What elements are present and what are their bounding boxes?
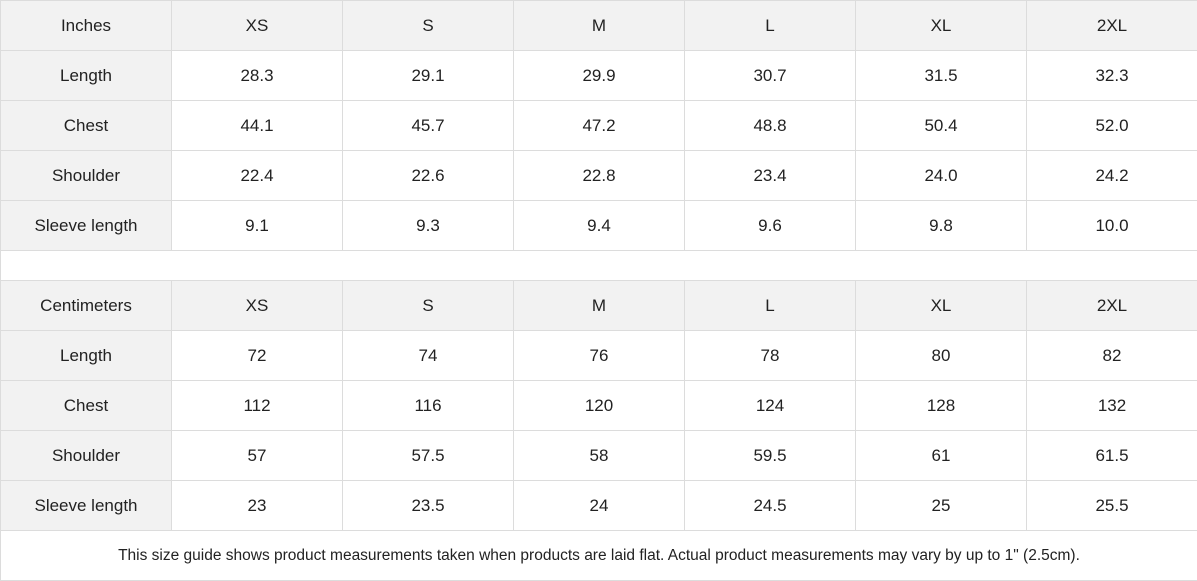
measurement-value: 61	[856, 431, 1027, 481]
measurement-value: 72	[172, 331, 343, 381]
measurement-value: 58	[514, 431, 685, 481]
measurement-label: Chest	[1, 101, 172, 151]
measurement-value: 45.7	[343, 101, 514, 151]
measurement-value: 9.3	[343, 201, 514, 251]
size-header: M	[514, 1, 685, 51]
measurement-value: 9.1	[172, 201, 343, 251]
measurement-value: 128	[856, 381, 1027, 431]
unit-header: Centimeters	[1, 281, 172, 331]
measurement-value: 74	[343, 331, 514, 381]
measurement-value: 57	[172, 431, 343, 481]
measurement-label: Chest	[1, 381, 172, 431]
measurement-value: 23.4	[685, 151, 856, 201]
measurement-value: 22.6	[343, 151, 514, 201]
measurement-value: 120	[514, 381, 685, 431]
measurement-value: 24	[514, 481, 685, 531]
measurement-value: 10.0	[1027, 201, 1197, 251]
measurement-label: Sleeve length	[1, 201, 172, 251]
measurement-value: 30.7	[685, 51, 856, 101]
measurement-value: 29.1	[343, 51, 514, 101]
measurement-label: Length	[1, 51, 172, 101]
measurement-value: 22.4	[172, 151, 343, 201]
measurement-value: 112	[172, 381, 343, 431]
unit-header: Inches	[1, 1, 172, 51]
measurement-value: 24.0	[856, 151, 1027, 201]
measurement-value: 132	[1027, 381, 1197, 431]
measurement-value: 22.8	[514, 151, 685, 201]
measurement-value: 47.2	[514, 101, 685, 151]
measurement-value: 29.9	[514, 51, 685, 101]
size-header: M	[514, 281, 685, 331]
measurement-value: 24.2	[1027, 151, 1197, 201]
size-header: XS	[172, 281, 343, 331]
measurement-value: 116	[343, 381, 514, 431]
measurement-value: 25	[856, 481, 1027, 531]
spacer-cell	[1, 251, 1197, 281]
size-header: XL	[856, 281, 1027, 331]
measurement-value: 9.4	[514, 201, 685, 251]
spacer-row	[1, 251, 1197, 281]
measurement-value: 23	[172, 481, 343, 531]
measurement-value: 61.5	[1027, 431, 1197, 481]
measurement-value: 23.5	[343, 481, 514, 531]
measurement-value: 44.1	[172, 101, 343, 151]
measurement-value: 28.3	[172, 51, 343, 101]
measurement-value: 31.5	[856, 51, 1027, 101]
measurement-value: 82	[1027, 331, 1197, 381]
size-header: L	[685, 1, 856, 51]
measurement-value: 80	[856, 331, 1027, 381]
size-header: 2XL	[1027, 281, 1197, 331]
measurement-value: 59.5	[685, 431, 856, 481]
measurement-label: Sleeve length	[1, 481, 172, 531]
measurement-value: 57.5	[343, 431, 514, 481]
measurement-label: Shoulder	[1, 151, 172, 201]
measurement-value: 25.5	[1027, 481, 1197, 531]
measurement-value: 124	[685, 381, 856, 431]
measurement-value: 9.6	[685, 201, 856, 251]
measurement-value: 76	[514, 331, 685, 381]
measurement-label: Shoulder	[1, 431, 172, 481]
size-header: XL	[856, 1, 1027, 51]
measurement-value: 48.8	[685, 101, 856, 151]
size-header: 2XL	[1027, 1, 1197, 51]
measurement-value: 50.4	[856, 101, 1027, 151]
measurement-value: 78	[685, 331, 856, 381]
size-header: L	[685, 281, 856, 331]
size-header: S	[343, 1, 514, 51]
measurement-label: Length	[1, 331, 172, 381]
footnote-row: This size guide shows product measuremen…	[1, 531, 1197, 581]
measurement-value: 9.8	[856, 201, 1027, 251]
measurement-value: 52.0	[1027, 101, 1197, 151]
footnote: This size guide shows product measuremen…	[1, 531, 1197, 581]
size-header: S	[343, 281, 514, 331]
measurement-value: 32.3	[1027, 51, 1197, 101]
size-header: XS	[172, 1, 343, 51]
measurement-value: 24.5	[685, 481, 856, 531]
